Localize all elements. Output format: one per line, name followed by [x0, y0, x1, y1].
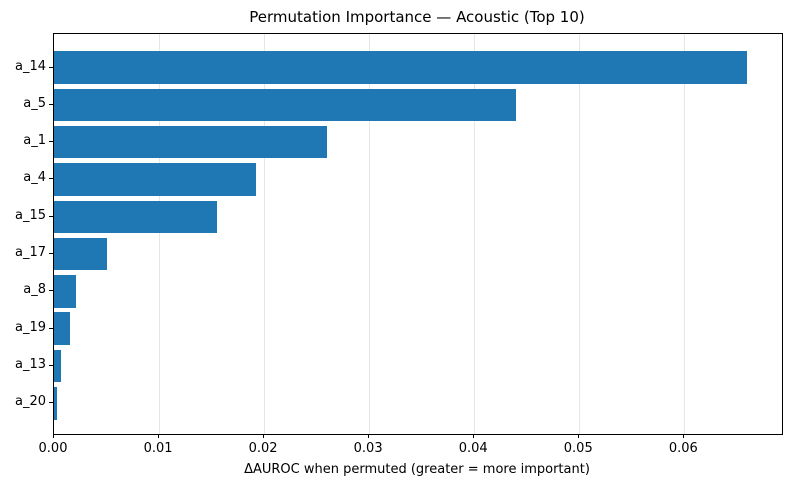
- bar-a_15: [54, 200, 217, 233]
- x-axis-title: ΔAUROC when permuted (greater = more imp…: [244, 462, 590, 477]
- y-tick-label-a_14: a_14: [14, 58, 46, 74]
- gridline: [683, 34, 685, 434]
- bar-a_20: [54, 387, 58, 420]
- gridline: [473, 34, 475, 434]
- y-tick-mark: [49, 402, 53, 404]
- gridline: [158, 34, 160, 434]
- bar-a_13: [54, 349, 62, 383]
- bar-a_19: [54, 312, 70, 345]
- y-tick-label-a_4: a_4: [23, 170, 46, 186]
- y-tick-label-a_8: a_8: [23, 282, 46, 298]
- chart-title: Permutation Importance — Acoustic (Top 1…: [249, 8, 585, 26]
- bar-a_4: [54, 163, 256, 196]
- plot-area: [53, 33, 783, 435]
- y-tick-mark: [49, 327, 53, 329]
- y-tick-mark: [49, 290, 53, 292]
- x-tick-mark: [683, 434, 685, 438]
- x-tick-label-0.06: 0.06: [668, 441, 698, 456]
- x-tick-label-0.02: 0.02: [248, 441, 278, 456]
- y-tick-mark: [49, 141, 53, 143]
- bar-a_5: [54, 88, 517, 122]
- x-tick-label-0.04: 0.04: [458, 441, 488, 456]
- x-tick-mark: [158, 434, 160, 438]
- bar-a_14: [54, 51, 748, 84]
- bar-a_8: [54, 275, 77, 308]
- y-tick-mark: [49, 365, 53, 366]
- y-tick-label-a_13: a_13: [14, 357, 46, 372]
- x-tick-mark: [578, 434, 580, 438]
- y-tick-label-a_1: a_1: [23, 133, 46, 149]
- y-tick-label-a_17: a_17: [14, 245, 46, 261]
- x-tick-label-0.05: 0.05: [563, 441, 593, 456]
- x-tick-label-0.01: 0.01: [143, 441, 173, 456]
- gridline: [368, 34, 370, 434]
- gridline: [263, 34, 265, 434]
- x-tick-mark: [473, 434, 475, 438]
- y-tick-mark: [49, 66, 53, 68]
- y-tick-label-a_15: a_15: [14, 207, 46, 223]
- bar-a_1: [54, 125, 328, 159]
- bar-a_17: [54, 237, 107, 271]
- y-tick-mark: [49, 253, 53, 255]
- x-tick-mark: [368, 434, 370, 438]
- x-tick-mark: [53, 434, 54, 438]
- x-tick-mark: [263, 434, 265, 438]
- gridline: [578, 34, 580, 434]
- y-tick-mark: [49, 178, 53, 180]
- x-tick-label-0.00: 0.00: [38, 441, 68, 456]
- y-tick-label-a_20: a_20: [14, 394, 46, 410]
- y-tick-mark: [49, 215, 53, 217]
- x-tick-label-0.03: 0.03: [353, 441, 383, 456]
- y-tick-label-a_19: a_19: [14, 319, 46, 335]
- y-tick-label-a_5: a_5: [23, 95, 46, 111]
- y-tick-mark: [49, 103, 53, 105]
